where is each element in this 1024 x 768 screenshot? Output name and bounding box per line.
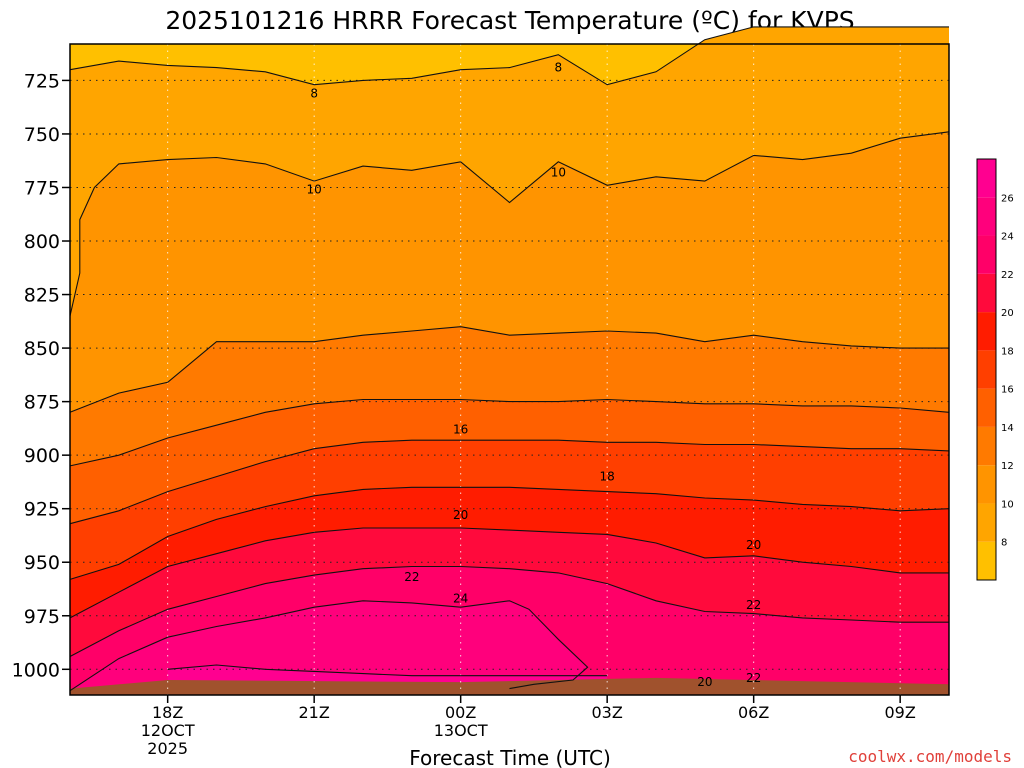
y-tick-label: 1000 [12,659,60,681]
contour-label: 22 [746,598,761,612]
contour-line-24 [69,600,589,692]
x-axis-label: Forecast Time (UTC) [409,746,611,768]
contour-label-group: 20 [697,675,712,689]
y-tick-label: 875 [24,392,60,414]
contour-label-group: 10 [551,165,566,179]
contour-line-12 [69,326,949,413]
colorbar-tick-label: 10 [1001,499,1014,510]
contour-label: 8 [555,61,563,75]
contour-label: 20 [746,538,761,552]
contour-label-group: 8 [310,86,318,100]
contour-label-group: 8 [555,61,563,75]
colorbar: 8 10 12 14 16 18 20 22 24 26 [976,158,1014,581]
contour-label-group: 10 [307,183,322,197]
y-tick-label: 900 [24,445,60,467]
colorbar-segment [977,465,996,504]
contour-label-group: 20 [453,508,468,522]
contour-label: 20 [453,508,468,522]
contour-label: 24 [453,592,468,606]
contour-label-group: 24 [453,592,468,606]
contour-label: 22 [404,570,419,584]
contour-label-group: 22 [746,598,761,612]
colorbar-tick-label: 22 [1001,270,1014,281]
colorbar-segment [977,312,996,351]
x-tick-label: 2025 [147,739,188,758]
contour-line-8 [69,26,949,86]
y-tick-label: 800 [24,231,60,253]
y-tick-label: 950 [24,552,60,574]
contour-line-22 [69,565,949,657]
contour-label: 18 [600,470,615,484]
colorbar-segment [977,197,996,236]
colorbar-segment [977,388,996,427]
contour-line-26 [167,664,608,677]
x-tick-label: 09Z [885,703,916,722]
contour-line-18 [69,486,950,580]
x-tick-label: 12OCT [141,721,195,740]
x-tick-label: 18Z [152,703,183,722]
colorbar-tick-label: 12 [1001,461,1014,472]
contour-label-group: 16 [453,422,468,436]
colorbar-segment [977,350,996,389]
colorbar-tick-label: 8 [1001,538,1007,549]
terrain-surface [70,677,949,695]
colorbar-tick-label: 18 [1001,346,1014,357]
x-tick-label: 13OCT [434,721,488,740]
y-tick-label: 850 [24,338,60,360]
contour-label-group: 20 [746,538,761,552]
plot-frame [69,43,950,696]
colorbar-tick-label: 20 [1001,308,1014,319]
y-tick-label: 750 [24,124,60,146]
credit-text: coolwx.com/models [848,747,1012,766]
y-tick-label: 725 [24,70,60,92]
contour-label: 10 [551,165,566,179]
colorbar-segment [977,541,996,580]
x-tick-label: 00Z [445,703,476,722]
y-tick-label: 975 [24,606,60,628]
colorbar-frame [976,158,997,581]
contour-label: 8 [310,86,318,100]
contour-label: 16 [453,422,468,436]
colorbar-tick-label: 24 [1001,232,1014,243]
colorbar-segment [977,426,996,466]
x-tick-label: 06Z [738,703,769,722]
x-tick-label: 03Z [592,703,623,722]
contour-line-16 [69,439,950,525]
x-tick-label: 21Z [299,703,330,722]
contour-line-10 [69,131,950,317]
colorbar-segment [977,503,996,542]
colorbar-tick-label: 14 [1001,423,1014,434]
contour-label-group: 18 [600,470,615,484]
contour-label-group: 22 [404,570,419,584]
contour-line-14 [69,398,950,467]
contour-label: 10 [307,183,322,197]
contour-label-group: 22 [746,671,761,685]
plot-area: 8 8 10 10 16 18 20 20 22 22 24 22 20 [69,26,950,696]
y-tick-label: 775 [24,177,60,199]
colorbar-tick-label: 16 [1001,385,1014,396]
y-tick-label: 825 [24,285,60,307]
colorbar-segment [977,273,996,313]
contour-label: 22 [746,671,761,685]
colorbar-tick-label: 26 [1001,193,1014,204]
contour-line-20 [69,527,949,619]
colorbar-segment [977,235,996,274]
contour-label: 20 [697,675,712,689]
colorbar-segment [977,159,996,198]
y-tick-label: 925 [24,499,60,521]
axes: 725 750 775 800 825 850 875 900 925 950 975 1000 18Z… [12,43,950,758]
